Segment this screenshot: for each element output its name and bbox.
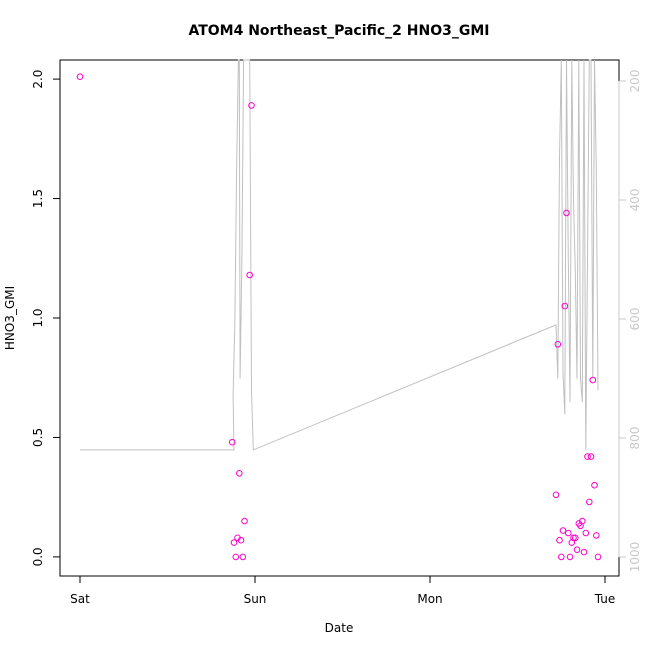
y-tick-label: 0.5: [31, 428, 45, 447]
x-tick-label: Mon: [417, 592, 442, 606]
data-point: [579, 517, 586, 525]
y2-tick-label: 800: [628, 427, 642, 450]
data-point: [587, 453, 595, 460]
data-point: [554, 341, 562, 348]
data-point: [241, 517, 248, 525]
data-point: [558, 553, 565, 561]
y-tick-label: 1.0: [31, 308, 45, 327]
data-point: [246, 271, 253, 279]
data-point: [589, 376, 597, 384]
data-point: [594, 553, 602, 561]
data-point: [76, 73, 84, 80]
data-point: [232, 553, 240, 561]
data-point: [248, 102, 255, 109]
y2-tick-label: 1000: [628, 542, 642, 573]
data-point: [586, 498, 593, 506]
data-point: [572, 534, 579, 542]
y-axis: 0.0 0.5 1.0 1.5 2.0: [31, 70, 61, 566]
data-point: [229, 438, 236, 446]
x-axis: Sat Sun Mon Tue: [70, 575, 616, 606]
data-point: [239, 553, 247, 561]
data-point: [236, 470, 243, 477]
data-point: [556, 536, 563, 544]
right-axis-line: [80, 59, 599, 451]
y-axis-label: HNO3_GMI: [3, 286, 17, 350]
data-point: [561, 302, 569, 310]
data-point: [559, 527, 567, 534]
y2-tick-label: 600: [628, 308, 642, 331]
x-tick-label: Sun: [244, 592, 267, 606]
y-tick-label: 2.0: [31, 70, 45, 89]
data-point: [237, 536, 245, 544]
data-point: [584, 453, 591, 460]
data-point: [552, 491, 560, 499]
y-tick-label: 0.0: [31, 547, 45, 566]
y2-tick-label: 400: [628, 189, 642, 212]
scatter-points: [76, 73, 602, 561]
data-point: [566, 553, 574, 561]
data-point: [582, 529, 590, 537]
right-axis-series: [80, 59, 599, 451]
y-tick-label: 1.5: [31, 189, 45, 208]
x-tick-label: Sat: [70, 592, 90, 606]
data-point: [593, 532, 600, 539]
data-point: [565, 529, 572, 537]
data-point: [591, 481, 598, 489]
data-point: [570, 534, 577, 542]
data-point: [563, 209, 570, 217]
chart-title: ATOM4 Northeast_Pacific_2 HNO3_GMI: [188, 23, 489, 39]
data-point: [580, 548, 588, 556]
x-tick-label: Tue: [594, 592, 616, 606]
y2-tick-label: 200: [628, 70, 642, 93]
plot-frame: [59, 59, 620, 577]
data-point: [573, 546, 581, 554]
y2-axis: 200 400 600 800 1000: [618, 70, 642, 573]
x-axis-label: Date: [325, 621, 354, 635]
data-point: [230, 539, 238, 546]
